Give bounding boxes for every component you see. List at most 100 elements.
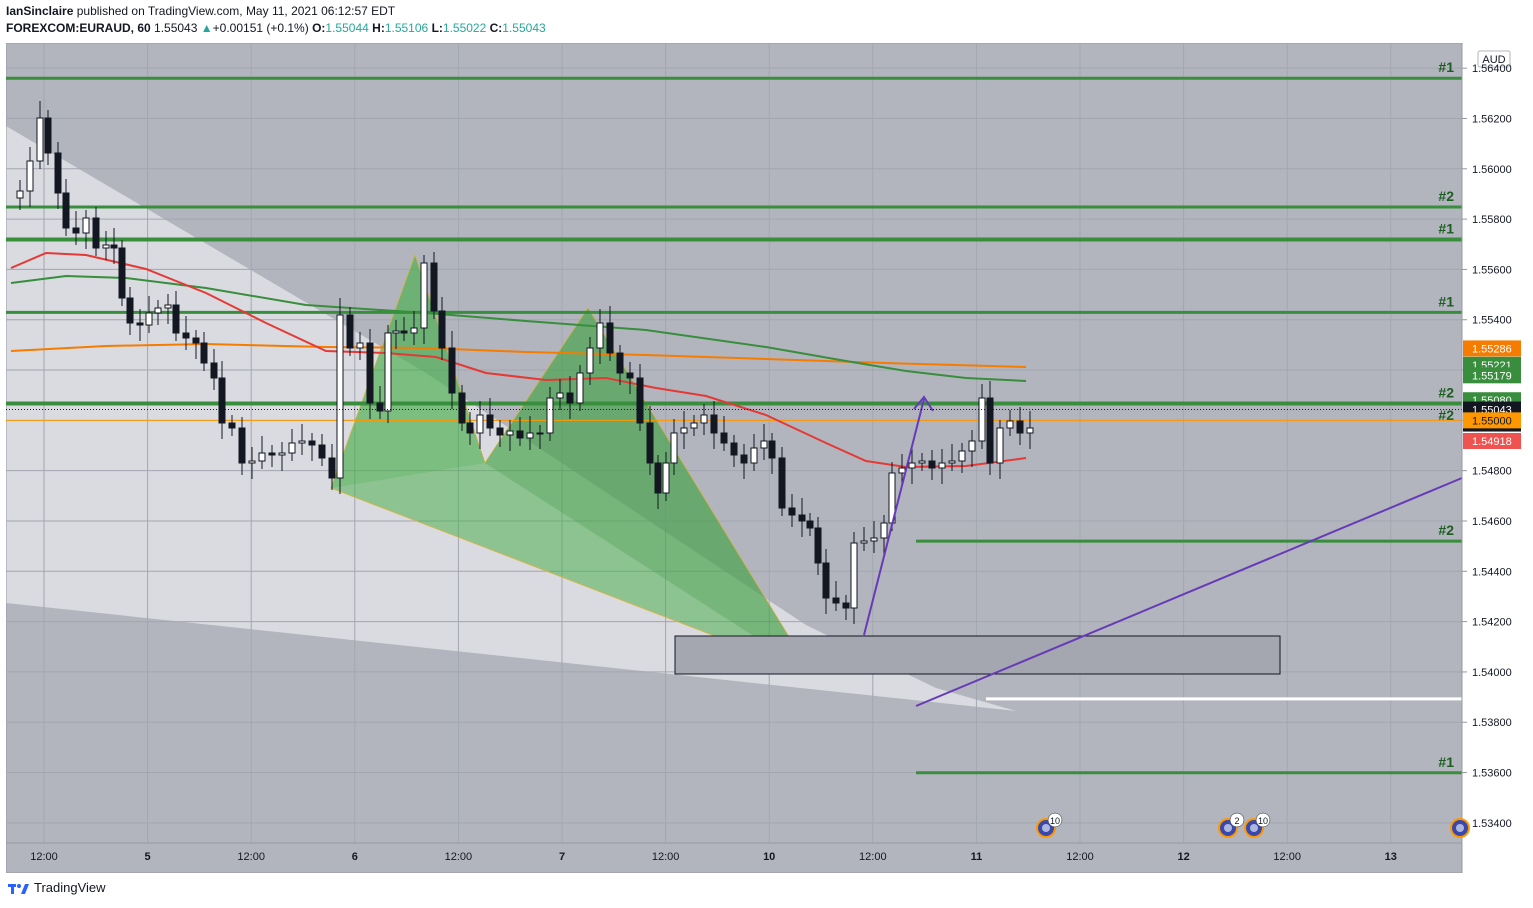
candle-body-82	[788, 507, 796, 516]
candle-body-19	[182, 332, 190, 339]
candle-body-46	[438, 310, 446, 349]
symbol-line: FOREXCOM:EURAUD, 60 1.55043 ▲+0.00151 (+…	[6, 21, 546, 35]
price-change: +0.00151 (+0.1%)	[212, 21, 309, 35]
candle-body-18	[172, 304, 180, 334]
tradingview-logo-icon	[8, 883, 29, 894]
event-count-bg-1	[1229, 812, 1245, 828]
low-value: 1.55022	[442, 21, 487, 35]
candle-body-81	[778, 457, 786, 509]
moving-averages	[10, 251, 1027, 469]
candle-body-33	[318, 444, 326, 459]
candle-body-75	[720, 432, 728, 444]
candle-body-24	[228, 422, 236, 429]
ma-orange	[10, 342, 1027, 368]
axis-label-bg-5	[1463, 412, 1521, 429]
candle-body-84	[806, 520, 814, 529]
candle-body-103	[986, 397, 994, 464]
candle-body-86	[822, 562, 830, 599]
candle-body-92	[880, 522, 888, 539]
economic-event-inner-3	[1456, 824, 1464, 832]
candle-body-34	[328, 457, 336, 479]
candle-body-65	[626, 372, 634, 379]
price-tick-label-2: 1.56000	[1472, 164, 1512, 176]
candle-body-69	[662, 462, 670, 494]
candle-body-2	[26, 160, 34, 192]
event-count-2: 10	[1258, 816, 1268, 826]
currency-label: AUD	[1482, 54, 1505, 66]
time-tick-label-9: 11	[971, 851, 983, 863]
candle-body-22	[210, 362, 218, 379]
candle-body-50	[476, 414, 484, 434]
candle-body-63	[606, 322, 614, 354]
candle-body-37	[356, 342, 364, 349]
candle-body-15	[145, 312, 153, 326]
candle-body-52	[496, 427, 504, 436]
candle-body-27	[258, 452, 266, 462]
candle-body-5	[54, 152, 62, 194]
price-axis[interactable]	[1462, 43, 1527, 873]
time-tick-label-0: 12:00	[30, 851, 58, 863]
currency-badge[interactable]	[1477, 50, 1511, 68]
candle-body-30	[288, 442, 296, 454]
candle-body-57	[546, 397, 554, 434]
candle-body-20	[192, 337, 200, 344]
event-count-1: 2	[1234, 816, 1239, 826]
price-tick-label-9: 1.54600	[1472, 516, 1512, 528]
author-name[interactable]: IanSinclaire	[6, 4, 74, 18]
candle-body-97	[928, 460, 936, 469]
price-tick-label-11: 1.54200	[1472, 617, 1512, 629]
candle-body-83	[798, 514, 806, 522]
axis-label-bg-2	[1463, 367, 1521, 384]
candle-body-23	[218, 377, 226, 424]
level-tag-4: #2	[1438, 385, 1454, 401]
candle-body-99	[948, 460, 956, 464]
price-tick-label-1: 1.56200	[1472, 113, 1512, 125]
time-tick-label-5: 7	[559, 851, 565, 863]
high-value: 1.55106	[384, 21, 429, 35]
candle-body-77	[740, 454, 748, 464]
level-tag-0: #1	[1438, 59, 1454, 75]
time-tick-label-11: 12	[1177, 851, 1189, 863]
up-arrow-icon: ▲	[200, 21, 213, 35]
candle-body-96	[918, 460, 926, 464]
candle-body-41	[392, 330, 400, 334]
time-tick-label-13: 13	[1385, 851, 1397, 863]
level-tag-2: #1	[1438, 220, 1454, 236]
level-tag-6: #1	[1438, 754, 1454, 770]
candle-body-1	[16, 190, 24, 199]
candle-body-100	[958, 450, 966, 462]
candle-body-25	[238, 427, 246, 464]
symbol-name[interactable]: FOREXCOM:EURAUD, 60	[6, 21, 151, 35]
low-label: L:	[431, 21, 443, 35]
candle-body-68	[654, 462, 662, 494]
candle-body-31	[298, 440, 306, 444]
candle-body-62	[596, 322, 604, 349]
price-tick-label-5: 1.55400	[1472, 315, 1512, 327]
candle-body-106	[1016, 420, 1024, 434]
open-label: O:	[312, 21, 326, 35]
close-label: C:	[489, 21, 503, 35]
vertical-gridlines	[43, 43, 1392, 843]
price-chart[interactable]: #11.56360#21.55848#11.55719#11.55429#21.…	[6, 43, 1527, 873]
candle-body-107	[1026, 427, 1034, 434]
candle-body-79	[760, 440, 768, 449]
purple-arrow-line	[863, 398, 925, 636]
publish-line: IanSinclaire published on TradingView.co…	[6, 4, 395, 18]
candle-body-11	[110, 244, 118, 249]
economic-event-inner-1	[1224, 824, 1232, 832]
time-tick-label-1: 5	[145, 851, 151, 863]
candle-body-70	[670, 432, 678, 464]
footer-brand[interactable]: TradingView	[8, 880, 106, 895]
event-badges[interactable]: 10 2 10	[1036, 812, 1470, 838]
price-tick-label-14: 1.53600	[1472, 768, 1512, 780]
candle-body-89	[850, 542, 858, 609]
last-price: 1.55043	[154, 21, 198, 35]
time-tick-label-4: 12:00	[445, 851, 473, 863]
price-tick-label-0: 1.56400	[1472, 63, 1512, 75]
candle-body-10	[102, 244, 110, 249]
time-tick-label-12: 12:00	[1273, 851, 1301, 863]
candle-body-7	[72, 227, 80, 234]
event-count-bg-2	[1255, 812, 1271, 828]
candle-body-26	[248, 460, 256, 464]
candle-body-51	[486, 414, 494, 429]
